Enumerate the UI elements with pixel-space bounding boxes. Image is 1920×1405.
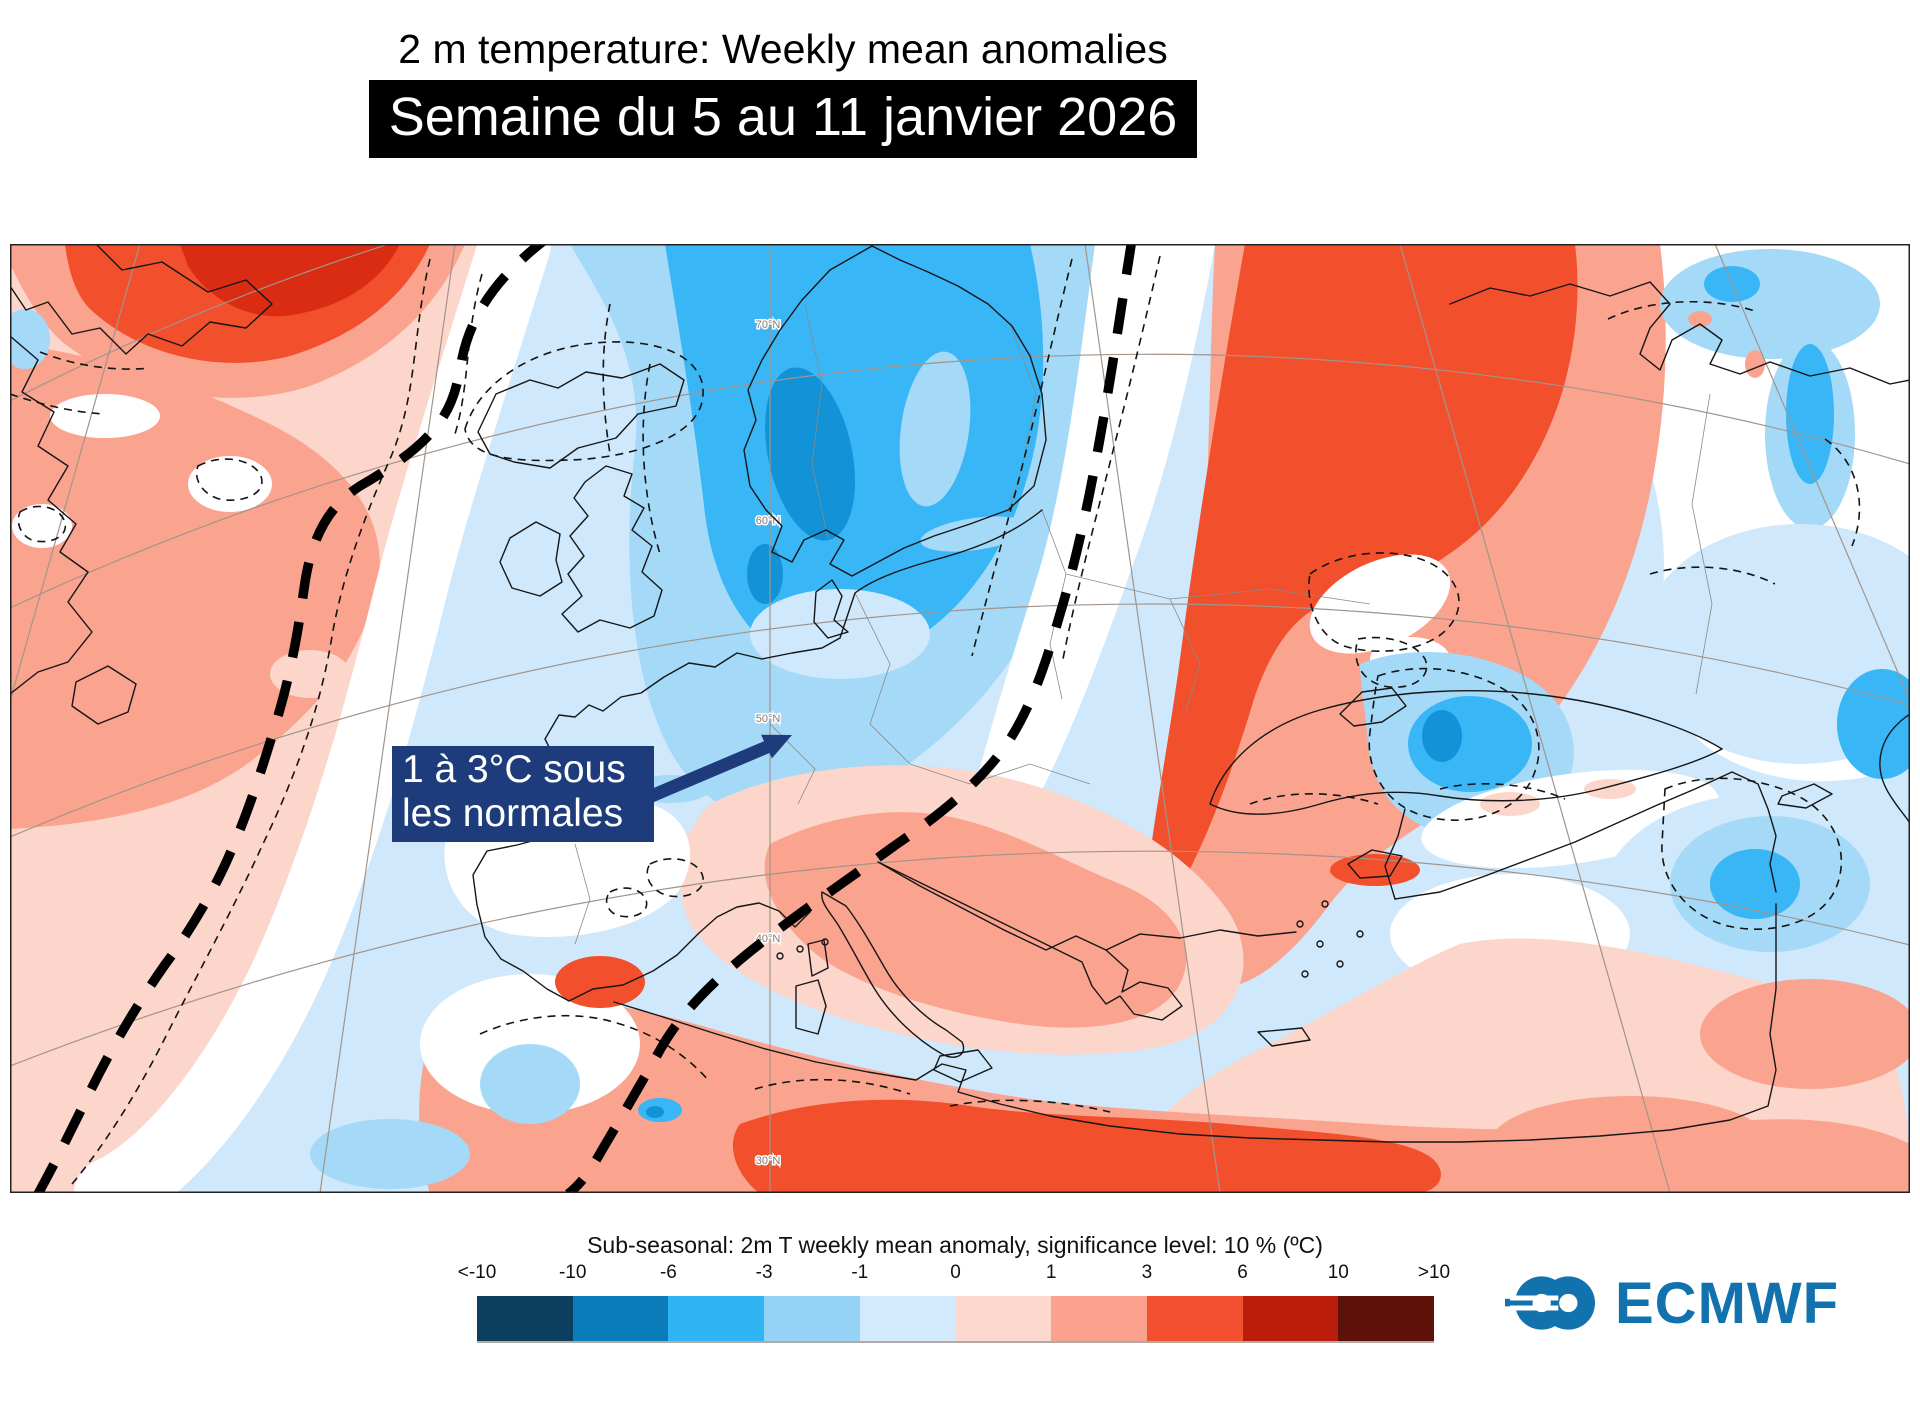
legend-colorbar (477, 1296, 1435, 1343)
ecmwf-logo: ECMWF (1505, 1268, 1839, 1338)
legend-tick: 10 (1327, 1262, 1349, 1283)
annotation-line-1: 1 à 3°C sous (402, 748, 626, 791)
legend-tick: <-10 (457, 1262, 497, 1283)
legend-title: Sub-seasonal: 2m T weekly mean anomaly, … (587, 1232, 1323, 1258)
legend-color-cell (859, 1296, 956, 1341)
annotation-line-2: les normales (402, 792, 624, 835)
page-title: 2 m temperature: Weekly mean anomalies (398, 26, 1168, 72)
significance-boundary-lines (33, 244, 1137, 1193)
legend-tick: 6 (1237, 1262, 1248, 1283)
legend-color-cell (1338, 1296, 1435, 1341)
coastlines (10, 244, 1910, 1143)
anomaly-map: 70°N 60°N 50°N 40°N 30°N (10, 244, 1910, 1193)
ecmwf-logo-text: ECMWF (1615, 1270, 1840, 1336)
legend-color-cell (1242, 1296, 1339, 1341)
legend-color-cell (764, 1296, 860, 1341)
legend-color-cell (477, 1296, 573, 1341)
legend-tick: 3 (1141, 1262, 1153, 1283)
lat-label-50n: 50°N (756, 713, 781, 725)
annotation-callout: 1 à 3°C sous les normales (392, 746, 654, 842)
legend-color-cell (668, 1296, 765, 1341)
legend-tick: >10 (1417, 1262, 1451, 1283)
legend-tick: -1 (851, 1262, 869, 1283)
legend-color-cell (955, 1296, 1052, 1341)
map-canvas: 70°N 60°N 50°N 40°N 30°N (10, 244, 1910, 1193)
map-border (10, 244, 1910, 1193)
legend-tick: -3 (755, 1262, 773, 1283)
legend-tick: -6 (659, 1262, 677, 1283)
significance-contours (10, 255, 1861, 1185)
ecmwf-logo-mark (1505, 1276, 1595, 1330)
legend-tick: 0 (950, 1262, 961, 1283)
legend-tick: 1 (1045, 1262, 1057, 1283)
date-banner: Semaine du 5 au 11 janvier 2026 (368, 80, 1198, 158)
legend-color-cell (1051, 1296, 1147, 1341)
annotation-arrow (639, 734, 792, 806)
lat-label-70n: 70°N (756, 319, 781, 331)
graticule: 70°N 60°N 50°N 40°N 30°N (10, 244, 1910, 1193)
legend-ticks: <-10 -10 -6 -3 -1 0 1 3 6 10 >10 (458, 1262, 1450, 1286)
country-borders (574, 303, 1713, 945)
legend-color-cell (1146, 1296, 1243, 1341)
legend-tick: -10 (558, 1262, 587, 1283)
legend-color-cell (572, 1296, 669, 1341)
lat-label-30n: 30°N (756, 1155, 781, 1167)
date-banner-row: Semaine du 5 au 11 janvier 2026 (0, 80, 1566, 158)
